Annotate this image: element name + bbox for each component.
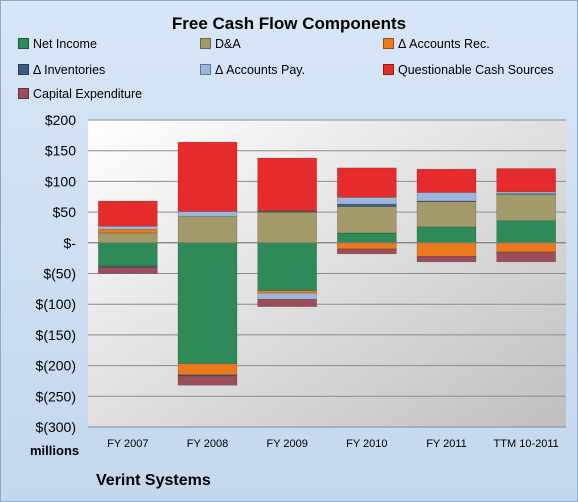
- legend-label: D&A: [215, 37, 241, 51]
- bar-segment: [177, 211, 238, 217]
- x-tick-label: FY 2009: [266, 438, 307, 450]
- y-tick-label: $150: [45, 143, 76, 159]
- bar-segment: [257, 298, 317, 307]
- bar-segment: [98, 242, 158, 267]
- legend-label: Δ Accounts Pay.: [215, 63, 306, 77]
- x-tick-label: FY 2007: [107, 438, 148, 450]
- y-tick-label: $50: [53, 204, 77, 220]
- bar-segment: [416, 201, 477, 228]
- bar-segment: [337, 248, 397, 255]
- legend-swatch: [18, 88, 29, 99]
- bar-segment: [337, 232, 397, 244]
- bar-segment: [496, 242, 556, 253]
- y-tick-label: $(250): [36, 388, 76, 404]
- bar-segment: [177, 216, 238, 244]
- bar-segment: [496, 193, 556, 221]
- legend-item: D&A: [200, 36, 241, 52]
- legend-label: Δ Inventories: [33, 63, 106, 77]
- y-tick-label: $(100): [36, 296, 76, 312]
- x-tick-label: FY 2011: [426, 438, 467, 450]
- bar-segment: [416, 168, 477, 193]
- y-tick-label: $100: [45, 173, 76, 189]
- legend-label: Net Income: [33, 37, 97, 51]
- bar-segment: [416, 226, 477, 244]
- y-tick-label: $(300): [36, 419, 76, 435]
- y-tick-label: $200: [45, 112, 76, 128]
- bar-segment: [257, 290, 317, 294]
- legend-item: Capital Expenditure: [18, 86, 142, 102]
- legend-swatch: [383, 38, 394, 49]
- legend-item: Questionable Cash Sources: [383, 62, 554, 78]
- bar-segment: [98, 232, 158, 244]
- units-label: millions: [30, 443, 80, 458]
- bar-segment: [177, 375, 238, 386]
- company-label: Verint Systems: [96, 472, 211, 489]
- bar-segment: [98, 200, 158, 227]
- bar-segment: [257, 211, 317, 244]
- bar-segment: [177, 141, 238, 212]
- bar-segment: [257, 157, 317, 212]
- x-tick-label: TTM 10-2011: [494, 438, 559, 450]
- bar-segment: [496, 168, 556, 193]
- legend-item: Δ Accounts Rec.: [383, 36, 490, 52]
- bar-segment: [98, 267, 158, 274]
- bar-segment: [496, 251, 556, 263]
- legend-label: Capital Expenditure: [33, 87, 143, 101]
- bar-segment: [416, 256, 477, 263]
- bar-segment: [337, 206, 397, 234]
- legend-swatch: [18, 64, 29, 75]
- bar-segment: [416, 192, 477, 202]
- legend-label: Δ Accounts Rec.: [398, 37, 490, 51]
- bar-segment: [496, 220, 556, 244]
- legend-item: Δ Accounts Pay.: [200, 62, 305, 78]
- bar-segment: [337, 203, 397, 207]
- legend-swatch: [200, 64, 211, 75]
- y-tick-label: $(50): [43, 266, 76, 282]
- y-tick-label: $-: [64, 235, 77, 251]
- y-tick-label: $(150): [36, 327, 76, 343]
- x-tick-label: FY 2008: [187, 438, 228, 450]
- legend-label: Questionable Cash Sources: [398, 63, 554, 77]
- legend-swatch: [18, 38, 29, 49]
- legend-item: Net Income: [18, 36, 97, 52]
- bar-segment: [177, 242, 238, 365]
- bar-segment: [416, 200, 477, 202]
- x-tick-label: FY 2010: [346, 438, 387, 450]
- bar-segment: [337, 167, 397, 198]
- bar-segment: [177, 363, 238, 376]
- legend-item: Δ Inventories: [18, 62, 105, 78]
- legend-swatch: [383, 64, 394, 75]
- y-tick-label: $(200): [36, 358, 76, 374]
- bar-segment: [257, 242, 317, 291]
- bar-segment: [98, 225, 158, 230]
- chart-title: Free Cash Flow Components: [171, 14, 407, 33]
- bar-segment: [98, 228, 158, 234]
- bar-segment: [337, 197, 397, 205]
- bar-segment: [337, 242, 397, 250]
- bar-segment: [416, 242, 477, 257]
- legend-swatch: [200, 38, 211, 49]
- bar-segment: [257, 292, 317, 300]
